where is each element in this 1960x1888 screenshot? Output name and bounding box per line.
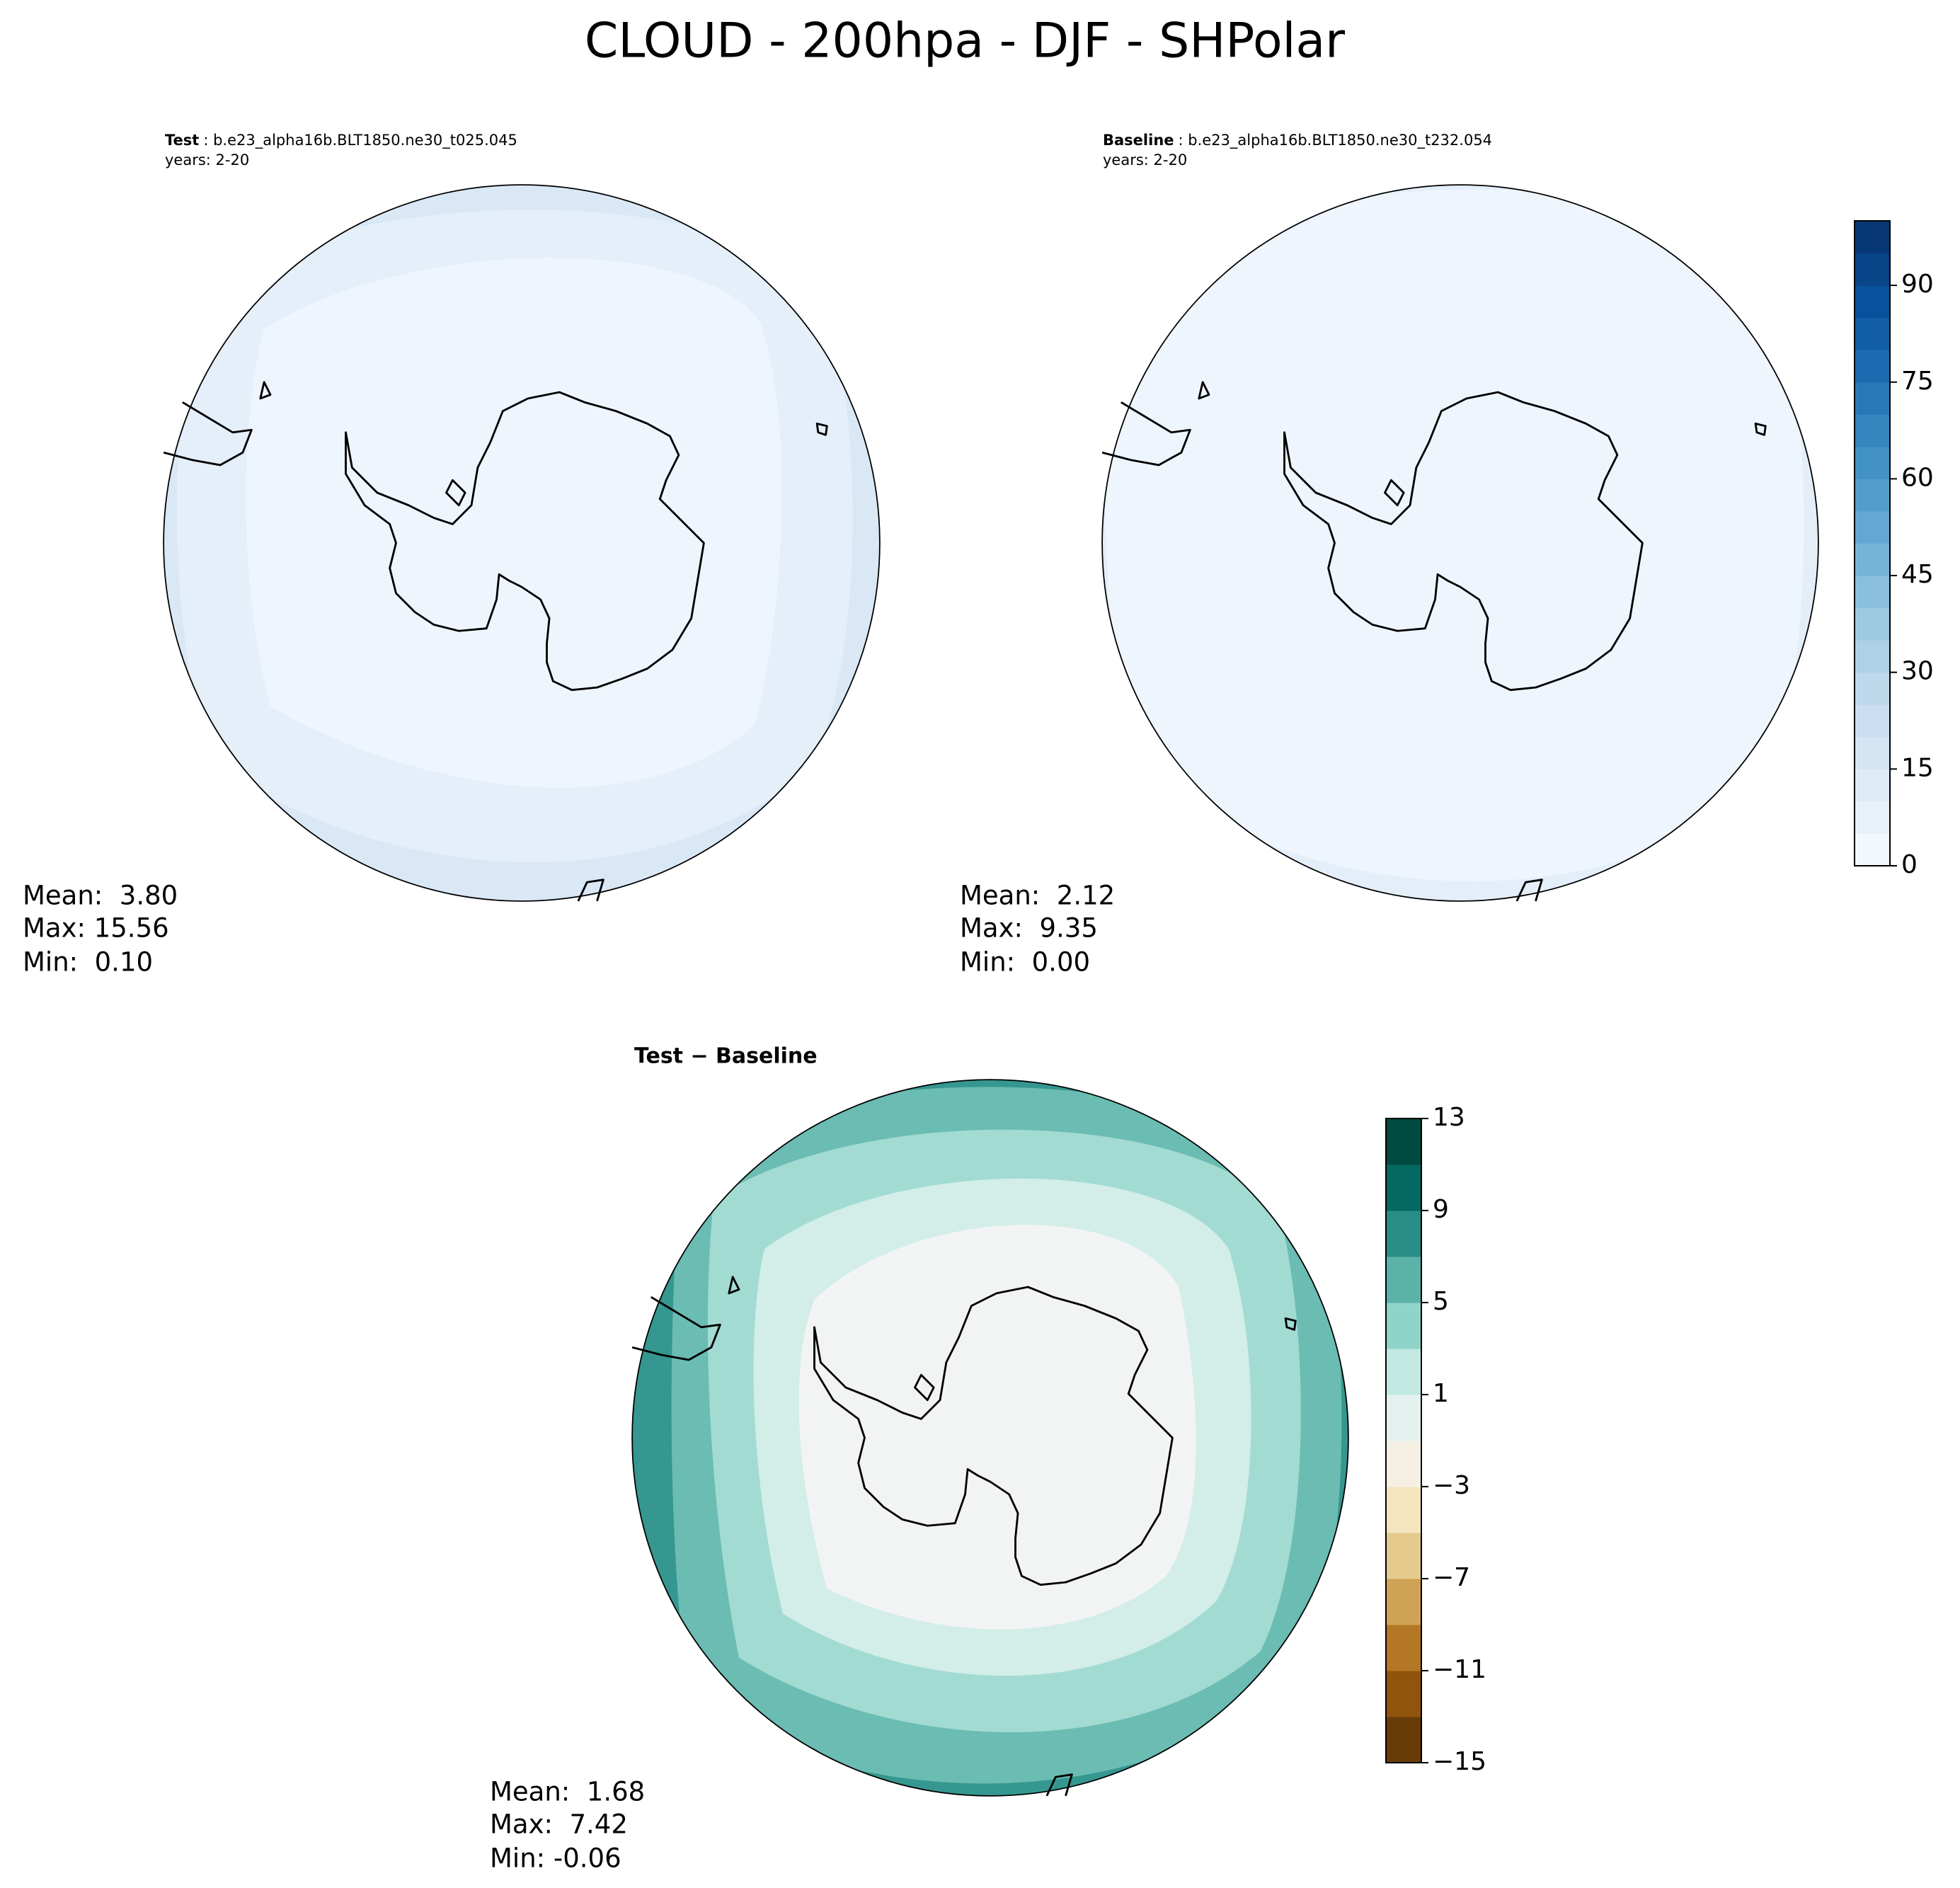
- colorbar-band: [1386, 1579, 1421, 1625]
- colorbar-tick-label: −3: [1433, 1471, 1470, 1500]
- colorbar-band: [1855, 382, 1890, 415]
- map-test: [162, 184, 881, 903]
- stat: Mean: 3.80: [23, 881, 178, 911]
- colorbar-band: [1855, 704, 1890, 738]
- colorbar-tick-label: 60: [1901, 463, 1934, 492]
- stat: Min: -0.06: [490, 1843, 621, 1874]
- colorbar-band: [1855, 221, 1890, 254]
- case-name: : b.e23_alpha16b.BLT1850.ne30_t232.054: [1179, 132, 1493, 149]
- panel-label: Test: [165, 132, 199, 149]
- colorbar-tick-label: −15: [1433, 1747, 1486, 1776]
- years: years: 2-20: [1103, 151, 1187, 168]
- colorbar-band: [1386, 1487, 1421, 1533]
- stat: Mean: 2.12: [960, 881, 1115, 911]
- colorbar-band: [1855, 510, 1890, 544]
- colorbar-tick-label: 45: [1901, 560, 1934, 589]
- stat: Mean: 1.68: [490, 1777, 645, 1807]
- colorbar-band: [1386, 1395, 1421, 1441]
- case-name: : b.e23_alpha16b.BLT1850.ne30_t025.045: [203, 132, 517, 149]
- stat: Min: 0.10: [23, 947, 153, 978]
- colorbar-band: [1855, 801, 1890, 834]
- colorbar-band: [1855, 833, 1890, 866]
- colorbar-tick-label: −11: [1433, 1655, 1486, 1684]
- stat: Max: 15.56: [23, 913, 169, 944]
- colorbar-tick-label: 5: [1433, 1287, 1449, 1316]
- colorbar-tick-label: 0: [1901, 850, 1918, 879]
- map-difference: [631, 1079, 1349, 1797]
- colorbar-tick-label: 15: [1901, 753, 1934, 782]
- colorbar-tick-label: 13: [1433, 1103, 1465, 1132]
- colorbar-tick-label: 1: [1433, 1379, 1449, 1408]
- map-baseline: [1101, 184, 1819, 903]
- colorbar-band: [1386, 1717, 1421, 1763]
- colorbar-band: [1386, 1533, 1421, 1579]
- colorbar-band: [1855, 576, 1890, 609]
- panel-title: Test − Baseline: [634, 1044, 818, 1069]
- colorbar-band: [1855, 317, 1890, 350]
- panel-label: Baseline: [1103, 132, 1174, 149]
- panel-title: Baseline : b.e23_alpha16b.BLT1850.ne30_t2…: [1103, 132, 1492, 149]
- colorbar-tick-label: 9: [1433, 1195, 1449, 1224]
- colorbar-band: [1855, 769, 1890, 802]
- stat: Max: 9.35: [960, 913, 1098, 944]
- colorbar-tick-label: 30: [1901, 657, 1934, 686]
- stat: Min: 0.00: [960, 947, 1090, 978]
- colorbar-tick-label: 75: [1901, 367, 1934, 396]
- colorbar-band: [1855, 414, 1890, 447]
- colorbar-band: [1855, 285, 1890, 319]
- figure-title: CLOUD - 200hpa - DJF - SHPolar: [585, 13, 1345, 69]
- colorbar-band: [1386, 1211, 1421, 1257]
- colorbar-band: [1386, 1671, 1421, 1717]
- colorbar-band: [1386, 1625, 1421, 1671]
- colorbar-band: [1386, 1303, 1421, 1349]
- colorbar-band: [1386, 1349, 1421, 1395]
- colorbar-band: [1855, 350, 1890, 383]
- years: years: 2-20: [165, 151, 249, 168]
- colorbar-band: [1855, 640, 1890, 673]
- colorbar-band: [1386, 1119, 1421, 1165]
- colorbar-band: [1855, 253, 1890, 286]
- colorbar-band: [1855, 736, 1890, 769]
- colorbar-tick-label: −7: [1433, 1563, 1470, 1592]
- colorbar-band: [1386, 1441, 1421, 1487]
- colorbar-band: [1855, 479, 1890, 512]
- colorbar-band: [1855, 446, 1890, 479]
- colorbar-band: [1855, 543, 1890, 576]
- colorbar-band: [1855, 672, 1890, 705]
- colorbar-band: [1855, 607, 1890, 641]
- stat: Max: 7.42: [490, 1809, 628, 1840]
- colorbar-frame: [1854, 220, 1891, 866]
- colorbar-band: [1386, 1165, 1421, 1211]
- colorbar-tick-label: 90: [1901, 270, 1934, 299]
- colorbar-band: [1386, 1257, 1421, 1303]
- panel-title: Test: b.e23_alpha16b.BLT1850.ne30_t025.0…: [165, 132, 517, 149]
- colorbar-frame: [1385, 1118, 1422, 1763]
